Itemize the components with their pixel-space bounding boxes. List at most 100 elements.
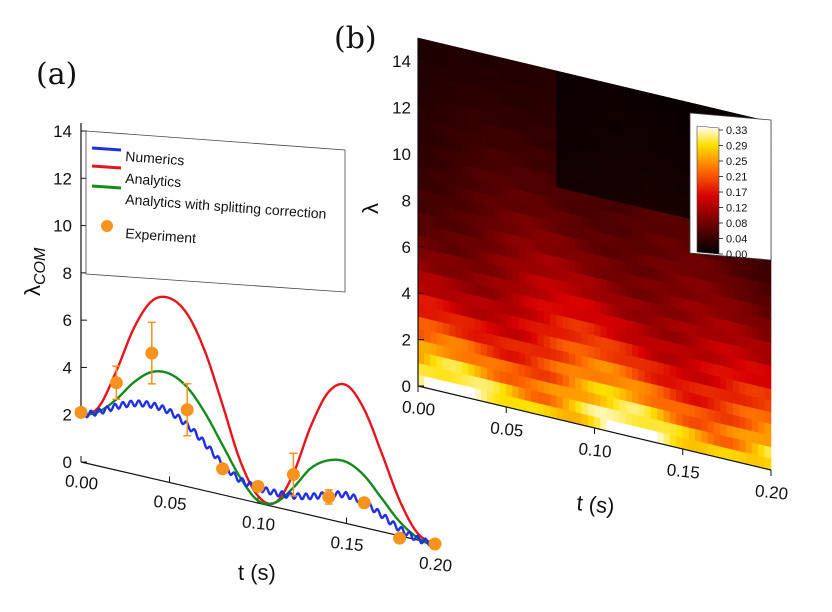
chart-b-ytick-label: 10 [392,145,411,164]
heatmap-cell [619,213,627,228]
heatmap-cell [474,51,482,65]
heatmap-cell [436,378,444,393]
heatmap-cell [676,435,684,450]
heatmap-cell [430,377,438,391]
heatmap-cell [455,383,463,397]
heatmap-cell [436,204,444,219]
heatmap-cell [518,61,526,76]
heatmap-cell [676,168,684,183]
heatmap-cell [600,81,608,95]
heatmap-cell [669,202,677,216]
heatmap-cell [430,87,438,101]
heatmap-cell [493,287,501,302]
heatmap-cell [707,373,715,388]
heatmap-cell [644,277,652,292]
heatmap-cell [764,328,772,343]
heatmap-cell [764,282,772,297]
heatmap-cell [430,191,438,206]
heatmap-cell [480,377,488,392]
heatmap-cell [600,231,608,246]
heatmap-cell [720,353,728,368]
heatmap-cell [575,214,583,229]
heatmap-cell [537,66,545,80]
heatmap-cell [505,279,513,293]
chart-b-xlabel: t (s) [575,490,615,519]
heatmap-cell [631,413,639,428]
heatmap-cell [594,184,602,198]
heatmap-cell [493,171,501,186]
heatmap-cell [493,148,501,163]
heatmap-cell [663,177,671,192]
heatmap-cell [518,189,526,204]
heatmap-cell [499,138,507,153]
heatmap-cell [562,234,570,249]
heatmap-cell [461,314,469,329]
heatmap-cell [657,419,665,434]
heatmap-cell [568,282,576,297]
heatmap-cell [594,149,602,164]
heatmap-cell [758,373,766,388]
heatmap-cell [556,70,564,85]
experiment-point [251,479,265,493]
heatmap-cell [474,317,482,332]
heatmap-cell [713,421,721,436]
heatmap-cell [631,332,639,347]
heatmap-cell [745,266,753,281]
heatmap-cell [486,204,494,219]
heatmap-cell [594,253,602,268]
heatmap-cell [537,112,545,127]
heatmap-cell [663,270,671,284]
heatmap-cell [524,132,532,147]
chart-b-xtick-label: 0.10 [578,439,613,461]
heatmap-cell [613,258,621,272]
heatmap-cell [657,268,665,283]
heatmap-cell [619,85,627,100]
heatmap-cell [594,207,602,222]
heatmap-cell [676,412,684,427]
heatmap-cell [758,304,766,319]
heatmap-cell [499,91,507,106]
heatmap-cell [676,203,684,218]
heatmap-cell [505,186,513,201]
heatmap-cell [676,400,684,415]
heatmap-cell [423,247,431,262]
heatmap-cell [556,93,564,108]
heatmap-cell [531,87,539,102]
heatmap-cell [550,301,558,315]
heatmap-cell [613,200,621,214]
heatmap-cell [430,63,438,78]
heatmap-cell [468,142,476,157]
heatmap-cell [764,363,772,378]
heatmap-cell [543,404,551,418]
heatmap-cell [562,315,570,330]
heatmap-cell [644,126,652,141]
heatmap-cell [669,364,677,379]
heatmap-cell [417,118,425,133]
heatmap-cell [543,264,551,279]
heatmap-cell [669,236,677,251]
heatmap-cell [486,378,494,393]
heatmap-cell [537,216,545,231]
heatmap-cell [550,231,558,246]
heatmap-cell [594,300,602,314]
heatmap-cell [581,76,589,91]
heatmap-cell [417,258,425,272]
heatmap-cell [600,336,608,351]
heatmap-cell [732,333,740,347]
heatmap-cell [550,335,558,350]
heatmap-cell [600,301,608,316]
heatmap-cell [581,169,589,184]
heatmap-cell [676,157,684,171]
heatmap-cell [550,405,558,420]
heatmap-cell [550,243,558,257]
heatmap-cell [650,394,658,409]
heatmap-cell [543,241,551,256]
heatmap-cell [499,161,507,176]
heatmap-cell [682,158,690,173]
heatmap-cell [581,262,589,277]
heatmap-cell [644,335,652,350]
heatmap-cell [682,251,690,266]
heatmap-cell [550,150,558,165]
colorbar-tick-label: 0.33 [726,125,747,137]
heatmap-cell [695,266,703,280]
